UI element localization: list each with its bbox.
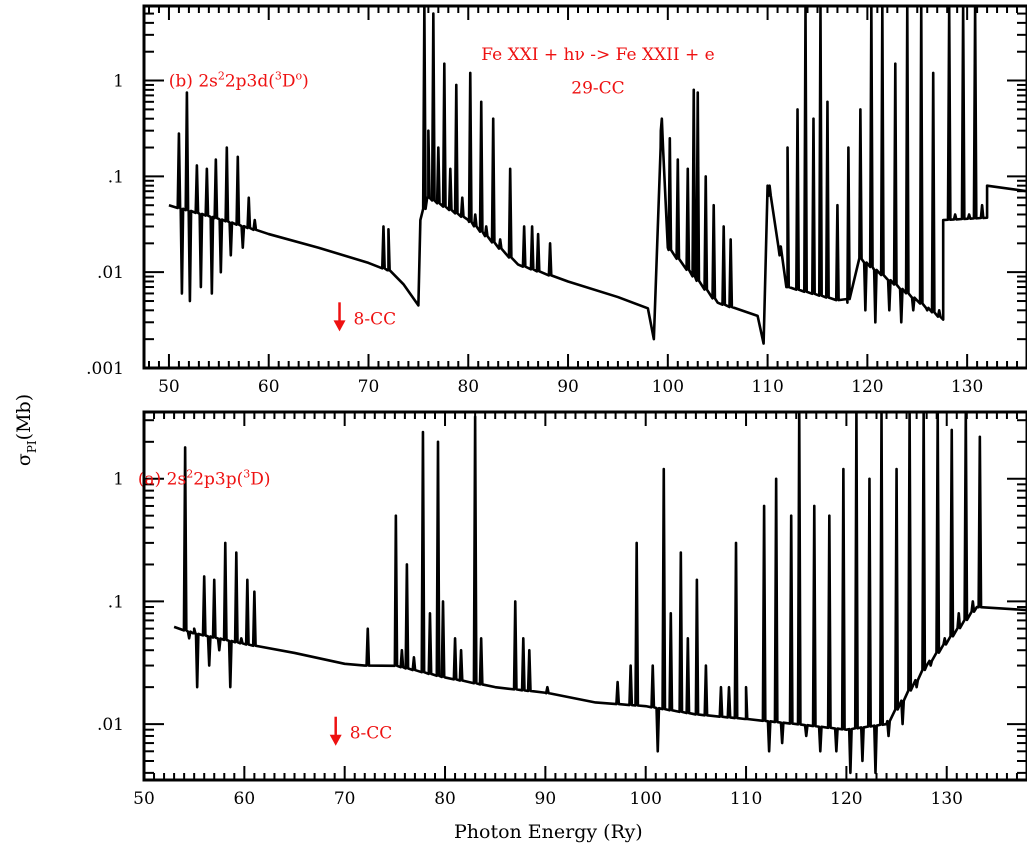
y-tick-label: .1 [108,167,124,187]
x-tick-label: 70 [334,789,356,809]
x-tick-label: 80 [457,377,479,397]
x-tick-label: 120 [830,789,862,809]
cross-section-series-0 [168,6,1027,345]
y-tick-label: .01 [97,715,124,735]
plot-frame [142,410,1027,782]
x-tick-label: 70 [358,377,380,397]
y-tick-label: .1 [108,592,124,612]
annotation-2: 29-CC [571,78,624,98]
panel-bottom-cross-section-a: 50 60 70 80 90 100 110 120 130 .01 .1 1 (a) 2s22p3p(… [97,410,1027,809]
y-axis-title-symbol: σ [13,453,35,466]
x-tick-label: 120 [851,377,883,397]
arrow-down-icon [333,302,346,332]
annotation-0: (a) 2s22p3p(3D) [138,468,271,490]
arrow-down-icon [329,716,342,746]
annotation-3: 8-CC [354,309,397,329]
annotation-1: 8-CC [350,724,393,744]
x-tick-label: 60 [234,789,256,809]
x-tick-label: 50 [133,789,155,809]
x-tick-label: 50 [158,377,180,397]
x-tick-label: 90 [557,377,579,397]
panel-top-cross-section-b: 50 60 70 80 90 100 110 120 130 .001 .01 .1 1 (b) 2s22… [86,4,1027,397]
plot-frame [142,4,1027,370]
annotation-0: (b) 2s22p3d(3Do) [169,70,309,92]
x-tick-label: 130 [951,377,983,397]
y-tick-label: 1 [113,470,124,490]
cross-section-series-0 [173,412,1027,775]
y-axis-title: σPI(Mb) [13,394,39,466]
x-tick-label: 90 [535,789,557,809]
x-tick-label: 100 [629,789,661,809]
y-axis-title-subscript: PI [25,440,39,453]
y-axis-title-unit: (Mb) [13,394,35,440]
x-tick-label: 110 [730,789,762,809]
x-tick-label: 80 [434,789,456,809]
y-tick-label: 1 [113,72,124,92]
x-tick-label: 60 [258,377,280,397]
x-tick-label: 130 [931,789,963,809]
annotation-1: Fe XXI + hν -> Fe XXII + e [481,45,714,65]
x-tick-label: 100 [652,377,684,397]
x-axis-title: Photon Energy (Ry) [454,821,643,843]
y-tick-label: .01 [97,263,124,283]
y-tick-label: .001 [86,359,124,379]
x-tick-label: 110 [751,377,783,397]
